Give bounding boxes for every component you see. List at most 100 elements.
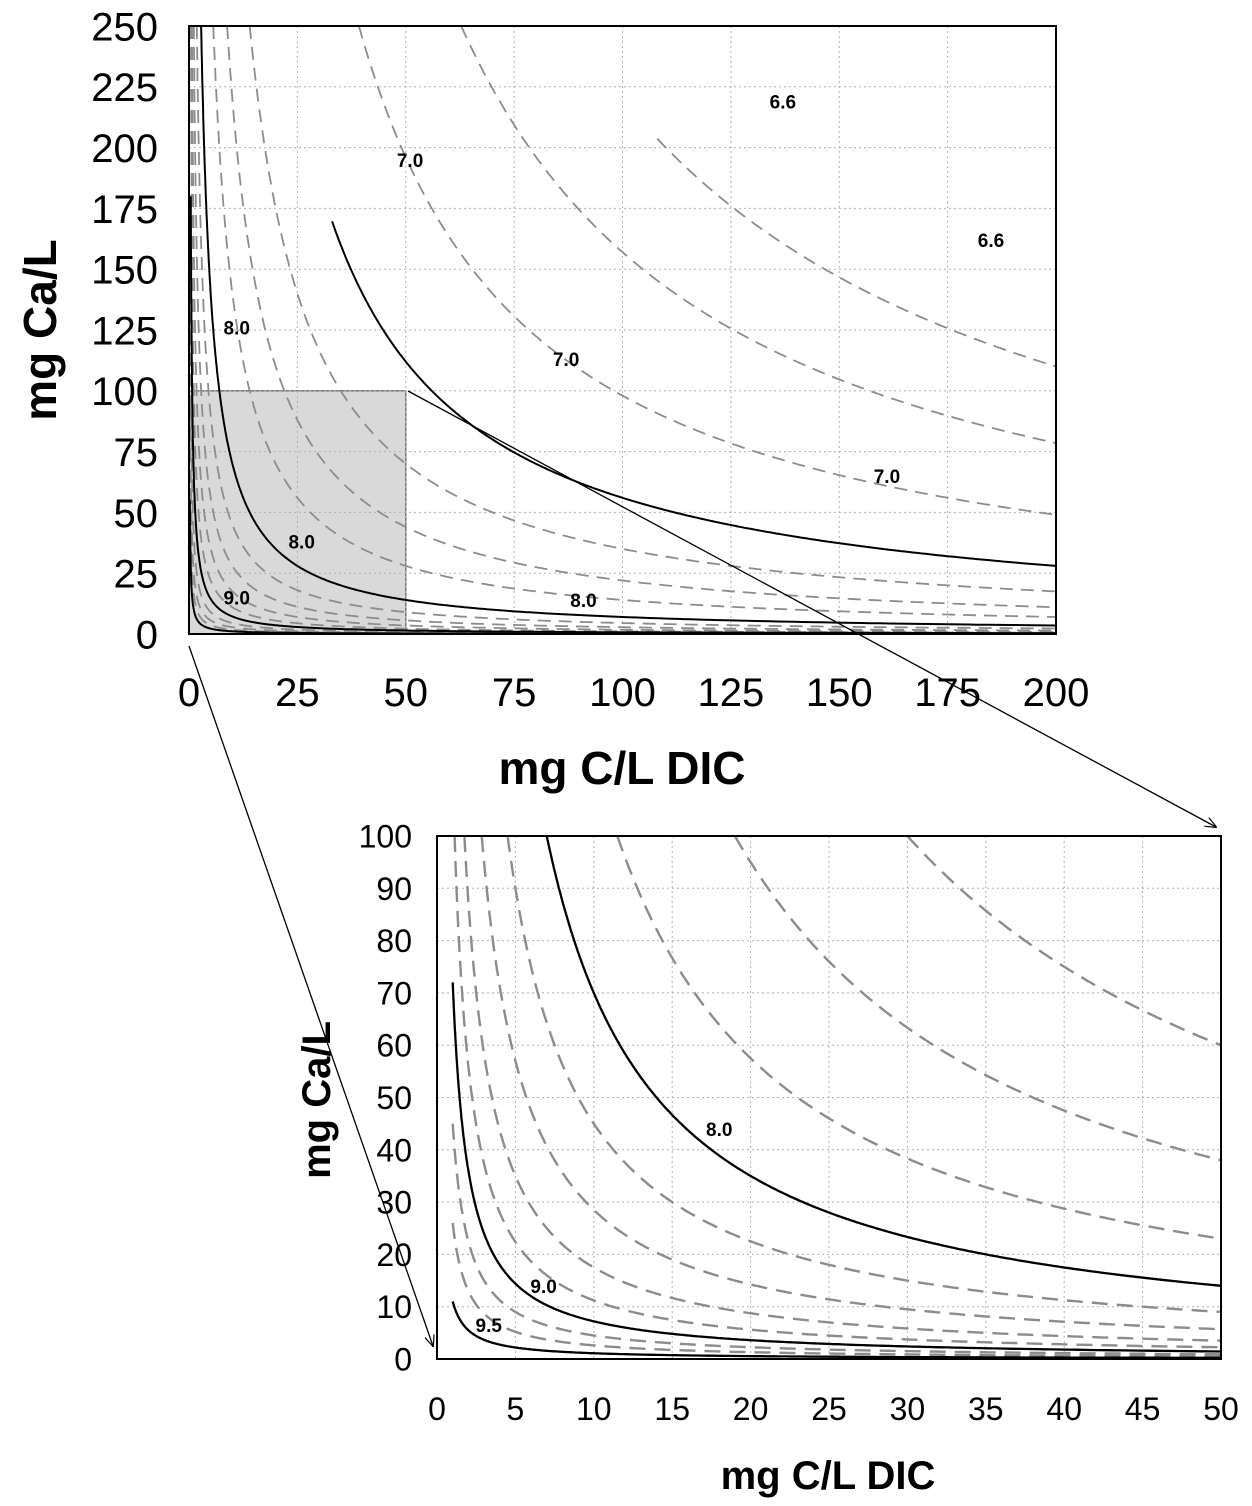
dashed-curve: [193, 26, 1057, 632]
x-tick-label: 5: [507, 1391, 525, 1427]
dashed-curve: [616, 835, 1222, 1240]
contour-label: 7.0: [553, 350, 579, 371]
x-tick-label: 50: [384, 671, 429, 715]
y-tick-label: 70: [376, 975, 412, 1011]
y-tick-label: 20: [376, 1237, 412, 1273]
x-tick-labels: 0 25 50 75 100 125 150 175 200: [178, 671, 1090, 715]
y-tick-label: 0: [394, 1342, 412, 1378]
x-tick-label: 75: [492, 671, 537, 715]
x-tick-label: 50: [1203, 1391, 1239, 1427]
dashed-curve: [733, 835, 1222, 1162]
contour-label: 8.0: [288, 533, 314, 554]
y-axis-title: mg Ca/L: [14, 239, 66, 420]
x-tick-label: 25: [811, 1391, 847, 1427]
y-tick-label: 50: [114, 492, 159, 536]
y-tick-label: 150: [91, 249, 158, 293]
dashed-curve: [358, 25, 1057, 516]
x-tick-label: 100: [589, 671, 656, 715]
x-tick-labels: 0 5 10 15 20 25 30 35 40 45 50: [428, 1391, 1239, 1427]
x-tick-label: 30: [890, 1391, 926, 1427]
x-tick-label: 125: [698, 671, 765, 715]
solid-curve-8.0: [545, 835, 1222, 1287]
dashed-curve: [453, 835, 1222, 1349]
zoom-connector-arrows: [188, 390, 1216, 1346]
dashed-curve: [460, 25, 1057, 444]
contour-label: 6.6: [770, 92, 796, 113]
solid-curve-7.0: [331, 220, 1057, 567]
x-tick-label: 35: [968, 1391, 1004, 1427]
contour-label: 9.0: [223, 589, 249, 610]
contour-label: 9.5: [476, 1316, 503, 1337]
contour-label: 8.0: [223, 319, 249, 340]
dashed-curve: [248, 25, 1057, 593]
connector-arrow-left: [188, 645, 433, 1346]
y-tick-labels: 0 10 20 30 40 50 60 70 80 90 100: [359, 819, 412, 1378]
x-tick-label: 0: [178, 671, 200, 715]
x-tick-label: 40: [1046, 1391, 1082, 1427]
dashed-curve: [189, 488, 1056, 635]
dashed-curve: [480, 835, 1222, 1331]
solid-curves: [188, 25, 1057, 635]
y-tick-label: 25: [114, 553, 159, 597]
y-tick-label: 60: [376, 1028, 412, 1064]
x-tick-label: 0: [428, 1391, 446, 1427]
plot-frame: [188, 25, 1057, 635]
y-tick-label: 250: [91, 5, 158, 49]
contour-label: 7.0: [397, 151, 423, 172]
x-tick-label: 150: [806, 671, 873, 715]
connector-arrow-right: [407, 390, 1216, 827]
y-tick-label: 100: [359, 819, 412, 855]
y-tick-label: 200: [91, 127, 158, 171]
dashed-curves: [451, 835, 1222, 1358]
x-tick-label: 10: [576, 1391, 612, 1427]
y-tick-label: 50: [376, 1080, 412, 1116]
y-tick-label: 30: [376, 1185, 412, 1221]
contour-label: 9.0: [530, 1277, 556, 1298]
dashed-curve: [906, 835, 1222, 1047]
solid-curve-9.0: [451, 982, 1222, 1353]
contour-labels: 8.0 9.0 9.5: [476, 1120, 733, 1337]
contour-label: 6.6: [978, 231, 1004, 252]
y-tick-label: 90: [376, 871, 412, 907]
y-tick-label: 225: [91, 66, 158, 110]
y-tick-label: 75: [114, 431, 159, 475]
y-tick-label: 10: [376, 1289, 412, 1325]
contour-label: 8.0: [570, 591, 596, 612]
contour-labels: 6.6 6.6 7.0 7.0 7.0 8.0 8.0 8.0 9.0: [223, 92, 1004, 612]
x-tick-label: 175: [914, 671, 981, 715]
contour-label: 7.0: [874, 467, 900, 488]
dashed-curve: [212, 25, 1057, 618]
bottom-chart: 8.0 9.0 9.5 0 5 10 15 20 25 30 35 40 45 50 0 10 20 30 40…: [295, 819, 1239, 1498]
x-tick-label: 20: [733, 1391, 769, 1427]
solid-curve-9.5: [451, 1301, 1221, 1359]
x-tick-label: 15: [654, 1391, 690, 1427]
dashed-curve: [226, 25, 1057, 609]
x-tick-label: 25: [275, 671, 320, 715]
y-tick-label: 80: [376, 923, 412, 959]
solid-curves: [451, 835, 1222, 1359]
dashed-curve: [195, 25, 1057, 630]
contour-label: 8.0: [706, 1120, 732, 1141]
x-axis-title: mg C/L DIC: [721, 1454, 936, 1498]
y-tick-label: 100: [91, 370, 158, 414]
dashed-curve: [656, 137, 1057, 368]
x-tick-label: 200: [1023, 671, 1090, 715]
y-tick-labels: 0 25 50 75 100 125 150 175 200 225 250: [91, 5, 158, 657]
dashed-curve: [190, 26, 1057, 634]
x-axis-title: mg C/L DIC: [498, 742, 745, 794]
x-tick-label: 45: [1125, 1391, 1161, 1427]
y-tick-label: 125: [91, 309, 158, 353]
plot-frame: [436, 835, 1222, 1360]
dashed-curve: [506, 835, 1222, 1314]
y-tick-label: 40: [376, 1132, 412, 1168]
dashed-curve: [463, 835, 1222, 1342]
y-tick-label: 175: [91, 188, 158, 232]
solid-curve-9.0: [189, 196, 1056, 635]
y-tick-label: 0: [136, 613, 158, 657]
solid-curve-8.0: [200, 25, 1057, 627]
top-chart: 6.6 6.6 7.0 7.0 7.0 8.0 8.0 8.0 9.0 0 25 50 75 100 12…: [14, 5, 1089, 794]
dashed-curve: [191, 25, 1057, 633]
y-axis-title: mg Ca/L: [295, 1021, 339, 1179]
dashed-curve: [451, 1123, 1222, 1356]
